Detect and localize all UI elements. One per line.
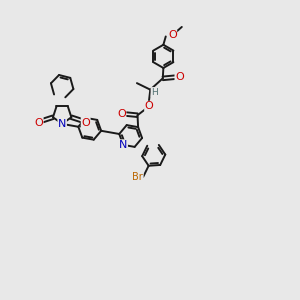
Text: N: N bbox=[58, 119, 66, 129]
Text: O: O bbox=[168, 30, 177, 40]
Text: H: H bbox=[151, 88, 158, 97]
Text: Br: Br bbox=[132, 172, 143, 182]
Text: O: O bbox=[175, 72, 184, 82]
Text: O: O bbox=[145, 101, 154, 111]
Text: N: N bbox=[119, 140, 128, 150]
Text: O: O bbox=[81, 118, 90, 128]
Text: O: O bbox=[117, 109, 126, 119]
Text: O: O bbox=[34, 118, 43, 128]
